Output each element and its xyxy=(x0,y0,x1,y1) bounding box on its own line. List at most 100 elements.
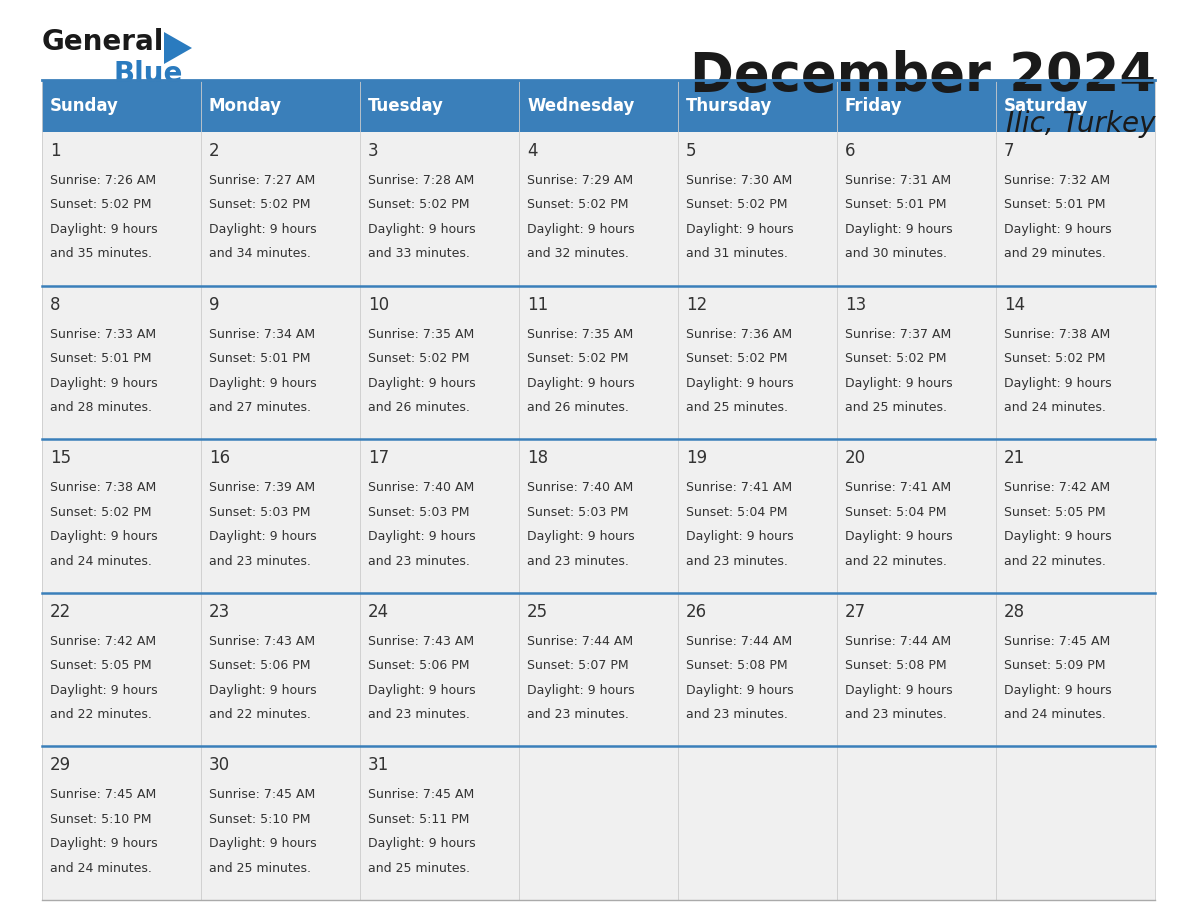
Bar xyxy=(42,439,201,593)
Text: Sunrise: 7:44 AM: Sunrise: 7:44 AM xyxy=(845,635,952,648)
Text: and 23 minutes.: and 23 minutes. xyxy=(845,709,947,722)
Text: Monday: Monday xyxy=(209,97,282,115)
Text: Sunset: 5:03 PM: Sunset: 5:03 PM xyxy=(209,506,310,519)
Bar xyxy=(838,439,996,593)
Text: Sunset: 5:09 PM: Sunset: 5:09 PM xyxy=(1004,659,1106,672)
Text: Sunrise: 7:36 AM: Sunrise: 7:36 AM xyxy=(685,328,792,341)
Text: Sunset: 5:02 PM: Sunset: 5:02 PM xyxy=(209,198,310,211)
Bar xyxy=(838,593,996,746)
Bar xyxy=(678,80,838,132)
Text: Daylight: 9 hours: Daylight: 9 hours xyxy=(209,837,317,850)
Text: 7: 7 xyxy=(1004,142,1015,160)
Text: Ilic, Turkey: Ilic, Turkey xyxy=(1006,110,1156,138)
Text: Sunrise: 7:32 AM: Sunrise: 7:32 AM xyxy=(1004,174,1110,187)
Text: Sunset: 5:04 PM: Sunset: 5:04 PM xyxy=(685,506,788,519)
Bar xyxy=(519,439,678,593)
Bar xyxy=(838,746,996,900)
Bar xyxy=(360,285,519,439)
Text: 1: 1 xyxy=(50,142,61,160)
Text: Sunrise: 7:40 AM: Sunrise: 7:40 AM xyxy=(368,481,474,494)
Text: Sunrise: 7:33 AM: Sunrise: 7:33 AM xyxy=(50,328,156,341)
Text: Daylight: 9 hours: Daylight: 9 hours xyxy=(527,223,634,236)
Text: Sunrise: 7:38 AM: Sunrise: 7:38 AM xyxy=(50,481,157,494)
Text: Sunrise: 7:39 AM: Sunrise: 7:39 AM xyxy=(209,481,315,494)
Text: Sunrise: 7:41 AM: Sunrise: 7:41 AM xyxy=(685,481,792,494)
Text: Sunset: 5:08 PM: Sunset: 5:08 PM xyxy=(845,659,947,672)
Text: Sunrise: 7:42 AM: Sunrise: 7:42 AM xyxy=(50,635,156,648)
Text: and 26 minutes.: and 26 minutes. xyxy=(527,401,628,414)
Text: and 22 minutes.: and 22 minutes. xyxy=(845,554,947,567)
Text: Daylight: 9 hours: Daylight: 9 hours xyxy=(845,684,953,697)
Bar xyxy=(360,593,519,746)
Bar xyxy=(996,746,1155,900)
Text: and 34 minutes.: and 34 minutes. xyxy=(209,248,311,261)
Bar xyxy=(678,132,838,285)
Bar xyxy=(996,132,1155,285)
Text: 23: 23 xyxy=(209,603,230,621)
Text: Sunrise: 7:30 AM: Sunrise: 7:30 AM xyxy=(685,174,792,187)
Text: Sunset: 5:01 PM: Sunset: 5:01 PM xyxy=(209,353,310,365)
Bar xyxy=(42,746,201,900)
Bar xyxy=(519,80,678,132)
Text: Sunset: 5:02 PM: Sunset: 5:02 PM xyxy=(527,198,628,211)
Text: and 23 minutes.: and 23 minutes. xyxy=(368,554,470,567)
Text: Sunrise: 7:29 AM: Sunrise: 7:29 AM xyxy=(527,174,633,187)
Text: 27: 27 xyxy=(845,603,866,621)
Text: 12: 12 xyxy=(685,296,707,314)
Bar xyxy=(360,132,519,285)
Text: Daylight: 9 hours: Daylight: 9 hours xyxy=(368,376,475,389)
Text: and 23 minutes.: and 23 minutes. xyxy=(685,709,788,722)
Text: Sunrise: 7:42 AM: Sunrise: 7:42 AM xyxy=(1004,481,1110,494)
Text: Daylight: 9 hours: Daylight: 9 hours xyxy=(209,223,317,236)
Bar xyxy=(201,132,360,285)
Text: Sunset: 5:07 PM: Sunset: 5:07 PM xyxy=(527,659,628,672)
Bar xyxy=(201,439,360,593)
Polygon shape xyxy=(164,32,192,64)
Text: Daylight: 9 hours: Daylight: 9 hours xyxy=(368,223,475,236)
Bar xyxy=(201,80,360,132)
Text: Sunrise: 7:41 AM: Sunrise: 7:41 AM xyxy=(845,481,952,494)
Text: 18: 18 xyxy=(527,449,548,467)
Text: Sunset: 5:01 PM: Sunset: 5:01 PM xyxy=(1004,198,1106,211)
Text: Daylight: 9 hours: Daylight: 9 hours xyxy=(368,531,475,543)
Text: 24: 24 xyxy=(368,603,390,621)
Text: and 24 minutes.: and 24 minutes. xyxy=(1004,709,1106,722)
Text: Daylight: 9 hours: Daylight: 9 hours xyxy=(50,837,158,850)
Text: Sunrise: 7:45 AM: Sunrise: 7:45 AM xyxy=(1004,635,1111,648)
Text: Sunrise: 7:40 AM: Sunrise: 7:40 AM xyxy=(527,481,633,494)
Text: Daylight: 9 hours: Daylight: 9 hours xyxy=(209,376,317,389)
Text: Sunrise: 7:31 AM: Sunrise: 7:31 AM xyxy=(845,174,952,187)
Text: Sunday: Sunday xyxy=(50,97,119,115)
Text: Sunrise: 7:45 AM: Sunrise: 7:45 AM xyxy=(50,789,157,801)
Text: and 23 minutes.: and 23 minutes. xyxy=(209,554,311,567)
Text: Sunset: 5:02 PM: Sunset: 5:02 PM xyxy=(50,198,152,211)
Text: Sunrise: 7:45 AM: Sunrise: 7:45 AM xyxy=(209,789,315,801)
Text: and 29 minutes.: and 29 minutes. xyxy=(1004,248,1106,261)
Text: Daylight: 9 hours: Daylight: 9 hours xyxy=(1004,684,1112,697)
Text: Daylight: 9 hours: Daylight: 9 hours xyxy=(685,684,794,697)
Text: 4: 4 xyxy=(527,142,537,160)
Text: Sunrise: 7:37 AM: Sunrise: 7:37 AM xyxy=(845,328,952,341)
Text: Sunset: 5:02 PM: Sunset: 5:02 PM xyxy=(368,198,469,211)
Text: 8: 8 xyxy=(50,296,61,314)
Text: 31: 31 xyxy=(368,756,390,775)
Text: Daylight: 9 hours: Daylight: 9 hours xyxy=(845,531,953,543)
Text: and 35 minutes.: and 35 minutes. xyxy=(50,248,152,261)
Text: Daylight: 9 hours: Daylight: 9 hours xyxy=(50,531,158,543)
Bar xyxy=(996,80,1155,132)
Text: and 25 minutes.: and 25 minutes. xyxy=(685,401,788,414)
Text: Sunset: 5:02 PM: Sunset: 5:02 PM xyxy=(1004,353,1106,365)
Text: 22: 22 xyxy=(50,603,71,621)
Text: Sunrise: 7:43 AM: Sunrise: 7:43 AM xyxy=(209,635,315,648)
Text: and 23 minutes.: and 23 minutes. xyxy=(685,554,788,567)
Text: and 23 minutes.: and 23 minutes. xyxy=(527,709,628,722)
Text: 15: 15 xyxy=(50,449,71,467)
Text: Tuesday: Tuesday xyxy=(368,97,444,115)
Text: Sunset: 5:02 PM: Sunset: 5:02 PM xyxy=(50,506,152,519)
Text: Daylight: 9 hours: Daylight: 9 hours xyxy=(845,223,953,236)
Text: Saturday: Saturday xyxy=(1004,97,1088,115)
Text: Sunset: 5:06 PM: Sunset: 5:06 PM xyxy=(209,659,310,672)
Text: Sunrise: 7:45 AM: Sunrise: 7:45 AM xyxy=(368,789,474,801)
Text: and 24 minutes.: and 24 minutes. xyxy=(50,862,152,875)
Text: Sunrise: 7:35 AM: Sunrise: 7:35 AM xyxy=(368,328,474,341)
